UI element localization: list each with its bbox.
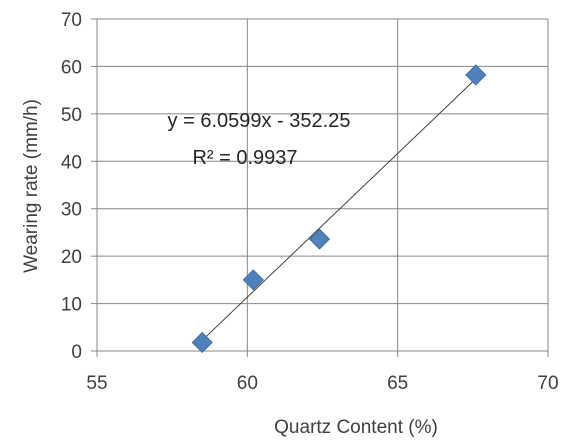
data-points xyxy=(191,64,487,354)
y-axis-title: Wearing rate (mm/h) xyxy=(21,99,42,273)
data-point xyxy=(465,64,487,86)
axes xyxy=(91,18,549,357)
x-tick-labels: 55 60 65 70 xyxy=(86,373,558,394)
y-tick-label: 70 xyxy=(61,10,82,31)
trendline-layer xyxy=(201,78,477,341)
y-tick-label: 30 xyxy=(61,200,82,221)
x-tick-label: 70 xyxy=(537,373,558,394)
data-point xyxy=(242,269,264,291)
x-tick-label: 55 xyxy=(86,373,107,394)
linear-trendline xyxy=(201,78,477,341)
data-point xyxy=(308,228,331,250)
y-tick-label: 50 xyxy=(61,105,82,126)
y-tick-label: 10 xyxy=(61,295,82,316)
grid-lines xyxy=(97,18,549,351)
y-tick-label: 20 xyxy=(61,247,82,268)
y-tick-label: 40 xyxy=(61,152,82,173)
trendline-equation: y = 6.0599x - 352.25 xyxy=(168,110,351,132)
y-tick-labels: 0 10 20 30 40 50 60 70 xyxy=(61,10,82,363)
y-tick-label: 60 xyxy=(61,57,82,78)
y-tick-label: 0 xyxy=(71,342,82,363)
r-squared-label: R² = 0.9937 xyxy=(192,147,297,169)
x-tick-label: 60 xyxy=(237,373,258,394)
x-axis-title: Quartz Content (%) xyxy=(274,417,438,438)
x-tick-label: 65 xyxy=(387,373,408,394)
data-point xyxy=(191,331,213,354)
